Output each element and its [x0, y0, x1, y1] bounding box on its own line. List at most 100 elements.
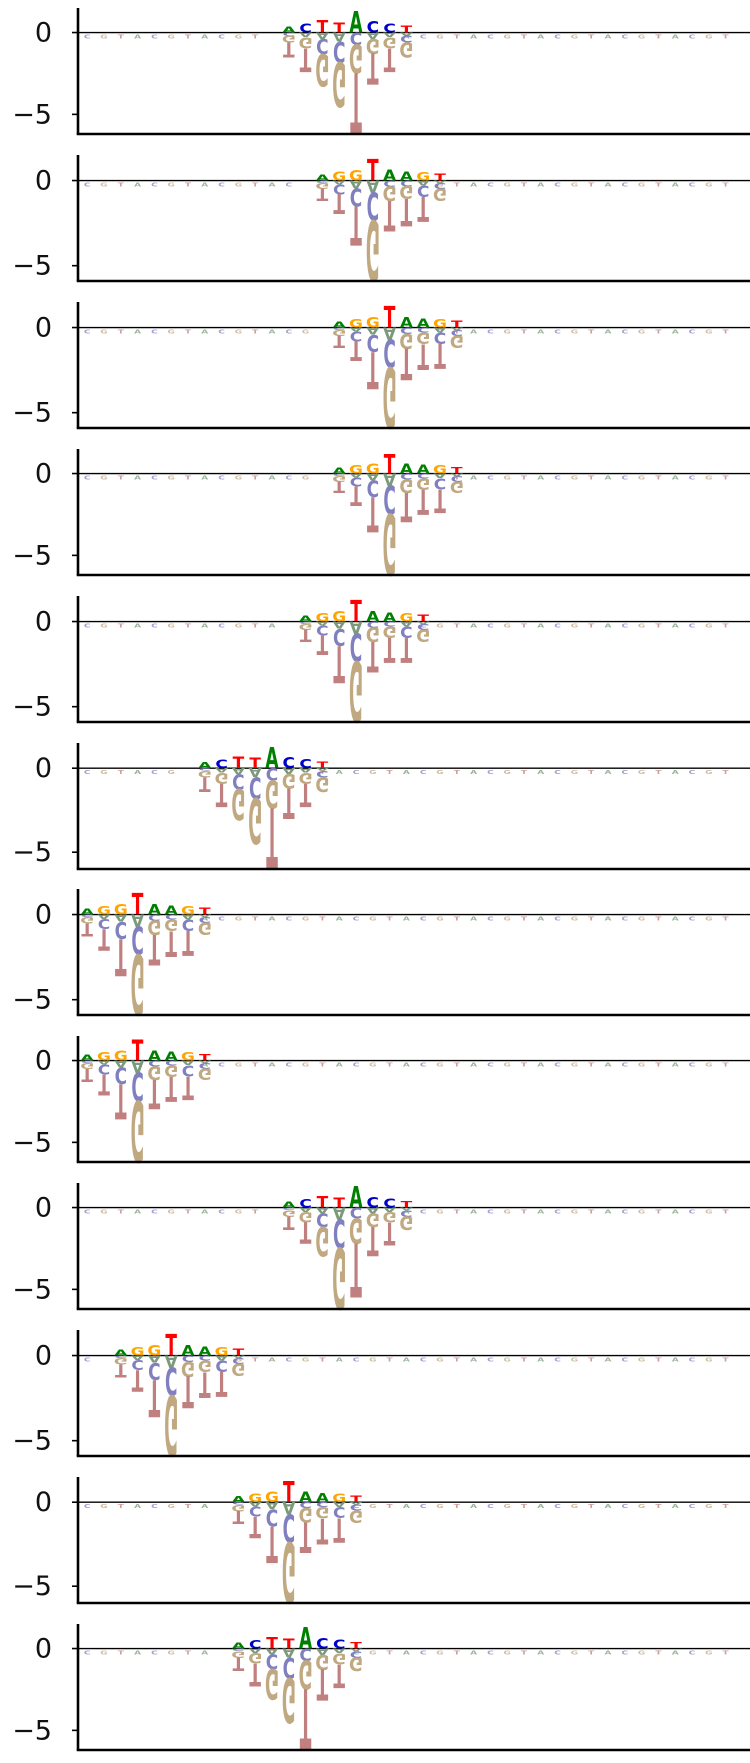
- logo-svg: C G T A C G T A C G T A C G T A C G T A C G T A C G T A C G TACGTCAGTT…: [12, 1181, 750, 1322]
- background-letter: T: [387, 769, 393, 775]
- motif-letter-bottom: T: [401, 338, 413, 389]
- motif-letter-bottom: G: [332, 327, 346, 336]
- background-letter: A: [672, 474, 679, 480]
- background-letter: C: [689, 1357, 696, 1363]
- background-letter: A: [269, 474, 276, 480]
- y-tick-label: 0: [35, 1193, 52, 1224]
- background-letter: G: [504, 1062, 511, 1068]
- motif-letter-bottom: T: [384, 1215, 396, 1251]
- motif-letter-bottom: T: [317, 1510, 329, 1549]
- motif-letter-top: A: [299, 1622, 313, 1656]
- background-letter: T: [118, 1209, 124, 1215]
- motif-letter-bottom: T: [333, 477, 345, 496]
- background-letter: A: [537, 182, 544, 188]
- y-tick-label: −5: [12, 397, 52, 428]
- motif-letter-bottom: C: [165, 1357, 177, 1402]
- background-letter: A: [537, 34, 544, 40]
- motif-letter-bottom: G: [80, 915, 94, 924]
- background-letter: C: [151, 622, 158, 628]
- motif-letter-bottom: T: [132, 1363, 144, 1397]
- background-letter: C: [218, 622, 225, 628]
- background-letter: G: [504, 622, 511, 628]
- background-letter: A: [537, 329, 544, 335]
- motif-letter-bottom: G: [366, 200, 380, 294]
- background-letter: C: [487, 1357, 494, 1363]
- motif-letter-top: T: [451, 319, 463, 330]
- background-letter: G: [638, 769, 645, 775]
- background-letter: T: [723, 916, 729, 922]
- background-letter: A: [134, 329, 141, 335]
- motif-letter-bottom: C: [115, 917, 127, 945]
- background-letter: G: [100, 622, 107, 628]
- motif-letter-top: G: [265, 1490, 279, 1506]
- motif-letter-bottom: T: [333, 187, 345, 218]
- background-letter: G: [235, 622, 242, 628]
- motif-letter-top: G: [349, 168, 363, 184]
- background-letter: T: [252, 1357, 258, 1363]
- motif-letter-bottom: T: [350, 52, 362, 147]
- background-letter: G: [571, 182, 578, 188]
- background-letter: T: [723, 329, 729, 335]
- background-letter: T: [387, 916, 393, 922]
- motif-letter-bottom: A: [249, 1501, 262, 1508]
- logo-svg: C G T A C G T A C G T A C G T A C G T A C G T A C G T A C G TACGTGACTG…: [12, 154, 750, 294]
- background-letter: A: [134, 622, 141, 628]
- background-letter: C: [554, 474, 561, 480]
- motif-letter-bottom: T: [266, 1514, 278, 1572]
- y-tick-label: 0: [35, 753, 52, 784]
- background-letter: T: [185, 34, 191, 40]
- motif-letter-top: A: [383, 166, 397, 184]
- background-letter: T: [185, 1209, 191, 1215]
- motif-letter-bottom: G: [315, 1649, 329, 1672]
- background-letter: T: [588, 1209, 594, 1215]
- motif-letter-bottom: C: [400, 471, 412, 480]
- motif-letter-top: C: [333, 1638, 345, 1652]
- background-letter: G: [436, 182, 443, 188]
- motif-letter-bottom: G: [164, 1062, 178, 1080]
- motif-letter-bottom: A: [249, 1647, 262, 1654]
- background-letter: T: [185, 1650, 191, 1656]
- motif-letter-bottom: G: [315, 772, 329, 794]
- motif-letter-bottom: T: [115, 1359, 127, 1380]
- background-letter: C: [487, 1650, 494, 1656]
- background-letter: G: [571, 1650, 578, 1656]
- motif-letter-top: A: [333, 321, 347, 330]
- motif-letter-bottom: T: [149, 1070, 161, 1117]
- background-letter: A: [672, 1503, 679, 1509]
- motif-letter-bottom: A: [299, 31, 312, 39]
- background-letter: C: [218, 1062, 225, 1068]
- background-letter: T: [118, 769, 124, 775]
- motif-letter-bottom: A: [265, 1499, 278, 1510]
- background-letter: T: [521, 1357, 527, 1363]
- background-letter: G: [504, 916, 511, 922]
- motif-letter-top: T: [350, 1641, 363, 1652]
- motif-letter-bottom: T: [283, 37, 295, 60]
- background-letter: A: [201, 182, 208, 188]
- y-tick-label: 0: [35, 1487, 52, 1518]
- motif-letter-bottom: T: [81, 1064, 93, 1084]
- motif-letter-top: G: [416, 170, 430, 184]
- motif-letter-bottom: C: [333, 327, 345, 331]
- motif-letter-bottom: A: [131, 1057, 144, 1077]
- background-letter: A: [605, 769, 612, 775]
- motif-letter-bottom: A: [383, 469, 396, 489]
- motif-letter-bottom: A: [383, 31, 396, 39]
- background-letter: A: [605, 1357, 612, 1363]
- background-letter: C: [420, 1503, 427, 1509]
- motif-letter-top: A: [333, 467, 347, 476]
- background-letter: T: [319, 916, 325, 922]
- motif-letter-top: C: [283, 754, 295, 772]
- background-letter: G: [705, 769, 712, 775]
- motif-letter-bottom: C: [232, 769, 244, 792]
- background-letter: G: [369, 1650, 376, 1656]
- motif-letter-bottom: A: [232, 1355, 246, 1359]
- motif-letter-bottom: C: [115, 1062, 127, 1089]
- background-letter: T: [723, 1062, 729, 1068]
- background-letter: T: [521, 1209, 527, 1215]
- motif-letter-top: T: [401, 24, 413, 36]
- background-letter: C: [151, 769, 158, 775]
- motif-letter-bottom: T: [182, 922, 194, 961]
- motif-letter-bottom: C: [417, 182, 429, 200]
- motif-letter-top: A: [148, 902, 161, 918]
